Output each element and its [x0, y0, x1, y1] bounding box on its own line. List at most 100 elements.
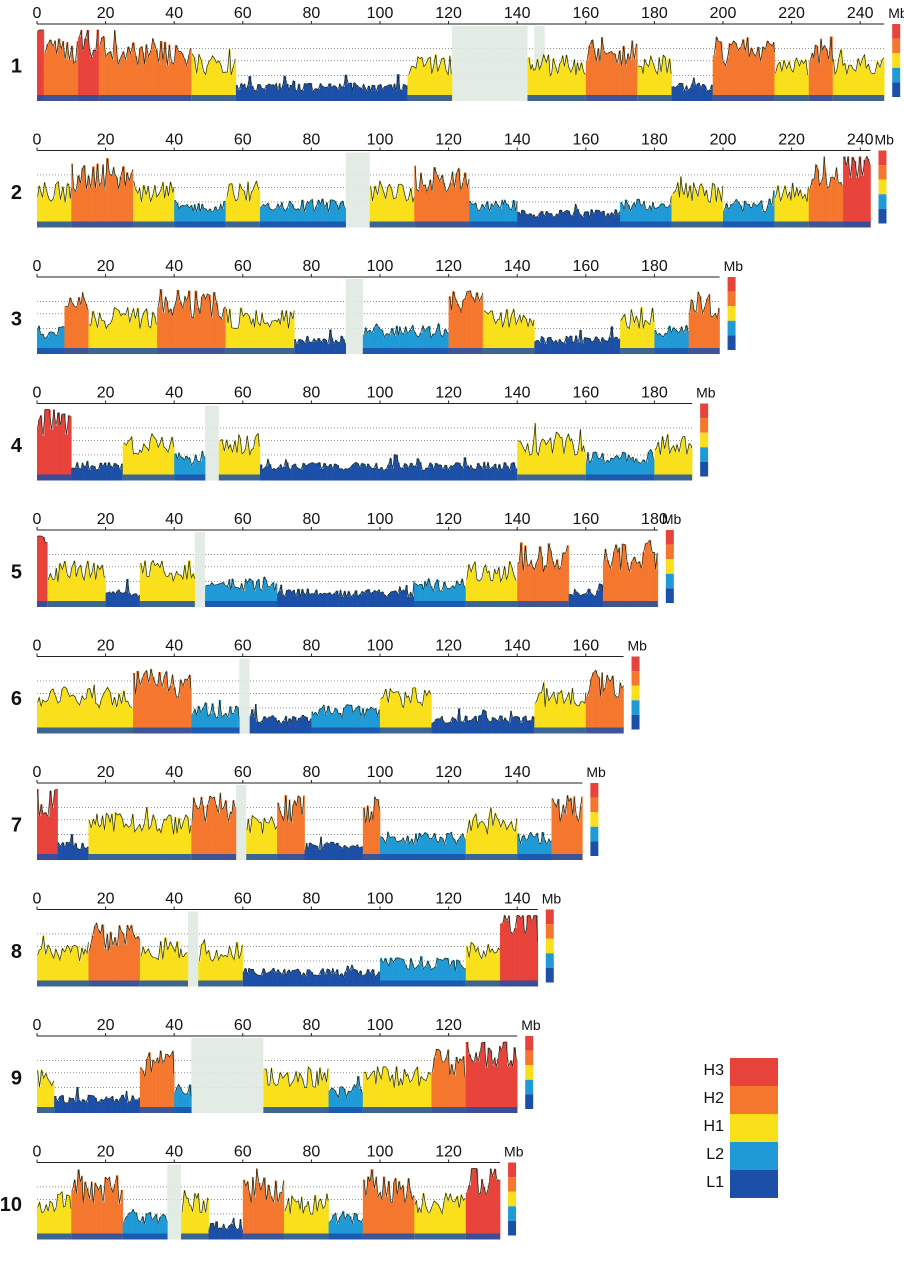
- chromosome-label: 7: [11, 815, 22, 837]
- scale-tick-label: 60: [234, 132, 252, 149]
- scale-tick-label: 20: [97, 891, 115, 908]
- unit-label: Mb: [521, 1017, 541, 1033]
- class-scale-h3: [545, 909, 554, 925]
- isochore-segment: [774, 57, 810, 101]
- scale-tick-label: 80: [303, 764, 321, 781]
- legend-swatch: [730, 1170, 778, 1198]
- isochore-segment: [139, 937, 189, 987]
- legend-swatch: [730, 1142, 778, 1170]
- class-scale-l1: [631, 714, 640, 730]
- class-scale-h2: [727, 291, 736, 307]
- class-scale-h2: [631, 671, 640, 686]
- isochore-segment: [57, 834, 89, 860]
- class-scale-h2: [878, 165, 887, 180]
- isochore-segment: [304, 836, 364, 860]
- isochore-segment: [671, 176, 724, 228]
- class-scale-h1: [727, 306, 736, 321]
- scale-tick-label: 140: [504, 132, 531, 149]
- class-scale-h2: [525, 1050, 534, 1066]
- isochore-segment: [88, 807, 192, 860]
- chromosome-9: 9 0 20 40 60 80 100 120 Mb: [11, 1017, 541, 1113]
- centromere-gap: [239, 658, 250, 734]
- isochore-segment: [277, 795, 305, 860]
- isochore-segment: [362, 795, 381, 860]
- isochore-segment: [88, 307, 158, 354]
- centromere-gap: [187, 911, 199, 987]
- isochore-segment: [414, 165, 470, 228]
- isochore-segment: [688, 291, 720, 354]
- scale-tick-label: 20: [97, 258, 115, 275]
- class-scale-h1: [892, 53, 901, 68]
- class-scale-h1: [665, 559, 674, 574]
- isochore-segment: [133, 181, 175, 228]
- scale-tick-label: 40: [165, 764, 183, 781]
- chromosome-label: 10: [0, 1194, 22, 1216]
- isochore-segment: [517, 202, 621, 228]
- class-scale-l2: [878, 194, 887, 209]
- isochore-segment: [181, 1190, 209, 1240]
- isochore-segment: [246, 814, 278, 860]
- class-scale-h1: [700, 432, 709, 448]
- scale-tick-label: 40: [165, 258, 183, 275]
- scale-tick-label: 0: [33, 1017, 42, 1034]
- isochore-segment: [283, 1193, 329, 1240]
- class-scale-l2: [590, 826, 599, 842]
- scale-tick-label: 180: [641, 511, 668, 528]
- scale-tick-label: 80: [303, 5, 321, 22]
- class-scale-h2: [508, 1177, 517, 1192]
- scale-tick-label: 200: [710, 132, 737, 149]
- scale-tick-label: 100: [367, 1144, 394, 1161]
- scale-tick-label: 80: [303, 891, 321, 908]
- scale-tick-label: 180: [641, 132, 668, 149]
- isochore-segment: [37, 535, 48, 607]
- scale-tick-label: 120: [435, 1017, 462, 1034]
- scale-tick-label: 20: [97, 1017, 115, 1034]
- isochore-segment: [191, 49, 237, 101]
- scale-tick-label: 80: [303, 385, 321, 402]
- chromosome-2: 20 20 40 60 80 100 120 140 160 180 200 220 240 Mb: [11, 132, 894, 228]
- isochore-segment: [43, 38, 79, 101]
- chromosome-label: 6: [11, 688, 22, 710]
- class-scale-l1: [665, 588, 674, 603]
- scale-tick-label: 60: [234, 1017, 252, 1034]
- scale-tick-label: 40: [165, 5, 183, 22]
- scale-tick-label: 80: [303, 511, 321, 528]
- scale-tick-label: 40: [165, 638, 183, 655]
- isochore-segment: [465, 807, 518, 860]
- scale-tick-label: 40: [165, 1017, 183, 1034]
- isochore-segment: [37, 684, 134, 734]
- isochore-segment: [157, 289, 226, 354]
- isochore-segment: [174, 450, 206, 481]
- chromosome-3: 3 0 20 40 60 80 100 120 140 160 180 Mb: [11, 258, 743, 354]
- isochore-segment: [259, 198, 346, 228]
- isochore-segment: [369, 179, 415, 228]
- scale-tick-label: 0: [33, 891, 42, 908]
- centromere-gap: [205, 405, 219, 481]
- isochore-segment: [37, 29, 45, 102]
- legend-swatch: [730, 1058, 778, 1086]
- class-scale-h3: [892, 24, 901, 39]
- isochore-segment: [78, 29, 100, 101]
- scale-tick-label: 100: [367, 5, 394, 22]
- centromere-gap: [191, 1038, 264, 1113]
- isochore-segment: [380, 956, 467, 987]
- isochore-segment: [191, 792, 237, 860]
- legend-label: H2: [703, 1090, 724, 1107]
- isochore-segment: [465, 941, 501, 987]
- class-scale-l1: [700, 461, 709, 477]
- scale-tick-label: 180: [641, 385, 668, 402]
- scale-tick-label: 0: [33, 132, 42, 149]
- class-scale-h1: [631, 685, 640, 701]
- scale-tick-label: 80: [303, 1144, 321, 1161]
- scale-tick-label: 40: [165, 1144, 183, 1161]
- isochore-segment: [671, 77, 714, 101]
- class-scale-l2: [631, 700, 640, 715]
- isochore-segment: [205, 576, 278, 607]
- isochore-segment: [47, 560, 106, 607]
- isochore-segment: [637, 54, 672, 101]
- class-scale-l1: [525, 1094, 534, 1109]
- isochore-segment: [414, 1192, 467, 1240]
- scale-tick-label: 80: [303, 132, 321, 149]
- isochore-segment: [620, 196, 672, 228]
- chromosome-label: 4: [11, 435, 23, 457]
